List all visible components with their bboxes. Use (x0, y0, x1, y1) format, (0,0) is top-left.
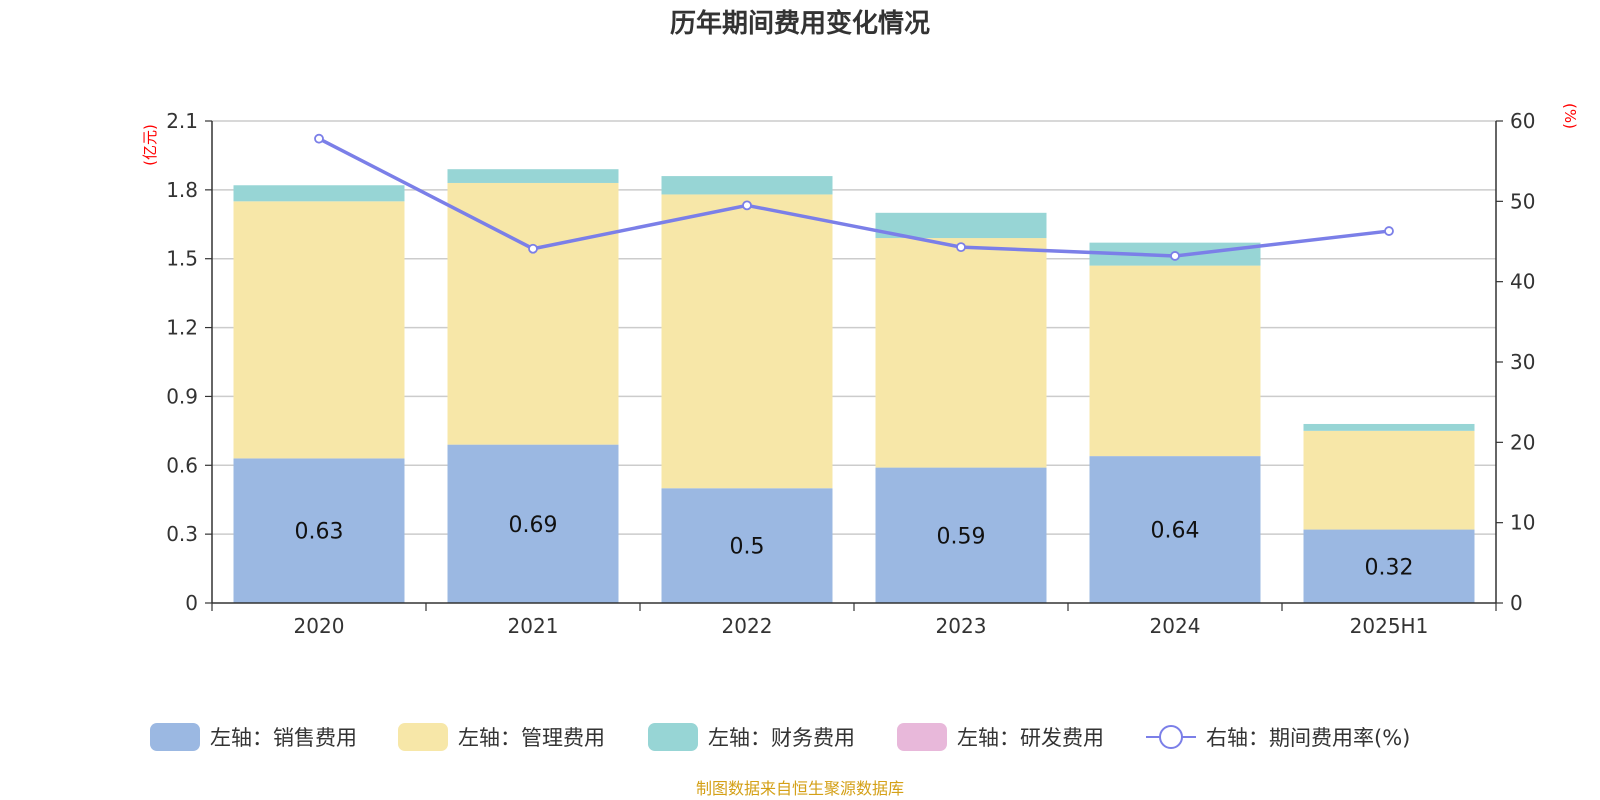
bar-segment (447, 169, 619, 183)
rate-point (956, 242, 966, 253)
left-tick-label: 1.2 (166, 316, 198, 340)
right-tick-label: 30 (1510, 350, 1535, 374)
rate-point (742, 200, 752, 211)
x-tick-label: 2023 (936, 614, 987, 638)
left-tick-label: 0 (185, 591, 198, 615)
right-tick-label: 40 (1510, 270, 1535, 294)
bar-segment (447, 444, 619, 603)
bar-segment (233, 201, 405, 459)
legend-label: 左轴：销售费用 (210, 726, 357, 750)
bar-segment (1303, 430, 1475, 530)
x-tick-label: 2022 (722, 614, 773, 638)
bar-segment (661, 194, 833, 489)
left-tick-label: 0.3 (166, 522, 198, 546)
data-label: 0.5 (730, 535, 765, 560)
rate-line (314, 133, 1394, 261)
bar-segment (233, 185, 405, 202)
left-tick-label: 1.5 (166, 247, 198, 271)
right-tick-label: 60 (1510, 109, 1535, 133)
bar-segment (661, 488, 833, 603)
bar-segment (1303, 529, 1475, 603)
right-tick-label: 20 (1510, 430, 1535, 454)
left-tick-label: 0.9 (166, 384, 198, 408)
legend: 左轴：销售费用 左轴：管理费用 左轴：财务费用 左轴：研发费用 右轴：期间费用率(%) (150, 723, 1410, 751)
legend-label: 左轴：财务费用 (708, 726, 855, 750)
data-labels: 0.63 0.69 0.5 0.59 0.64 0.32 (295, 513, 1414, 580)
chart-title: 历年期间费用变化情况 (670, 8, 930, 39)
axes: 0 0.3 0.6 0.9 1.2 1.5 1.8 2.1 0 10 20 30 40 50 60 2020 2… (166, 109, 1535, 638)
rate-point (314, 133, 324, 144)
grid-lines (212, 120, 1496, 535)
left-tick-label: 1.8 (166, 178, 198, 202)
x-tick-label: 2021 (508, 614, 559, 638)
legend-label: 左轴：管理费用 (458, 726, 605, 750)
rate-point (528, 243, 538, 254)
right-tick-label: 0 (1510, 591, 1523, 615)
data-label: 0.32 (1365, 555, 1414, 580)
data-label: 0.63 (295, 520, 344, 545)
rate-point (1384, 226, 1394, 236)
x-tick-label: 2025H1 (1350, 614, 1429, 638)
bar-segment (661, 176, 833, 195)
legend-swatch (150, 723, 200, 751)
bar-segment (875, 212, 1047, 239)
data-label: 0.69 (509, 513, 558, 538)
x-tick-label: 2024 (1150, 614, 1201, 638)
bar-segment (1303, 423, 1475, 431)
rate-point (1170, 251, 1180, 261)
legend-marker (1159, 725, 1183, 749)
right-tick-label: 10 (1510, 511, 1535, 535)
legend-swatch (398, 723, 448, 751)
bar-segment (875, 238, 1047, 468)
left-axis-unit: (亿元) (141, 124, 159, 166)
legend-swatch (897, 723, 947, 751)
bar-segment (1089, 265, 1261, 457)
legend-swatch (648, 723, 698, 751)
bar-segment (447, 182, 619, 445)
left-tick-label: 2.1 (166, 109, 198, 133)
x-tick-label: 2020 (294, 614, 345, 638)
right-axis-unit: (%) (1561, 103, 1579, 129)
legend-label: 左轴：研发费用 (957, 726, 1104, 750)
bar-segment (233, 458, 405, 603)
bars (233, 169, 1475, 603)
bar-segment (875, 467, 1047, 603)
bar-segment (1089, 456, 1261, 603)
data-label: 0.59 (937, 524, 986, 549)
source-note: 制图数据来自恒生聚源数据库 (696, 779, 904, 798)
left-tick-label: 0.6 (166, 453, 198, 477)
right-tick-label: 50 (1510, 189, 1535, 213)
legend-label: 右轴：期间费用率(%) (1206, 726, 1410, 750)
rate-line-path (318, 137, 1390, 258)
data-label: 0.64 (1151, 519, 1200, 544)
